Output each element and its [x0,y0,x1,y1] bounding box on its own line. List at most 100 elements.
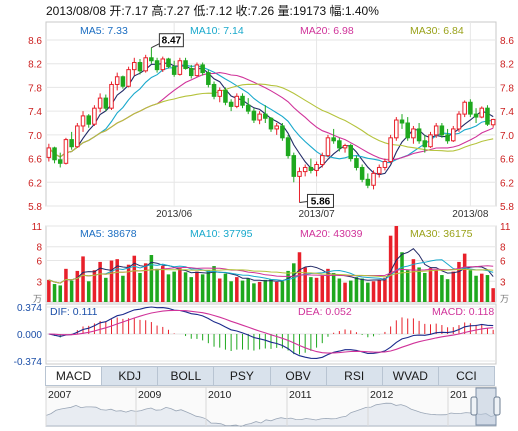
candle [365,173,371,189]
candle-body [342,145,348,149]
candle-body [445,134,450,142]
price-panel: 8.6 8.6 8.2 8.2 7.8 7.8 7.4 7.4 7.0 7.0 6.6 6.6 6.2 6… [28,21,514,220]
quote-summary: 2013/08/08 开:7.17 高:7.27 低:7.12 收:7.26 量… [46,3,379,18]
price-legend-item: MA30: 6.84 [410,25,464,37]
navigator-right-handle[interactable] [493,396,501,416]
navigator-panel[interactable]: 2007 2009 2010 2011 2012 201 [45,386,501,427]
candle-body [348,145,354,160]
navigator-year-label: 2011 [289,389,312,401]
candle [245,98,251,115]
candle [411,125,416,144]
candle-body [240,95,245,106]
candle-body [257,113,262,121]
candle [263,105,268,123]
volume-bar [109,260,114,302]
candle-body [394,119,399,139]
candle-body [468,101,473,115]
candle-body [206,72,211,85]
indicator-tabs: MACD KDJ BOLL PSY OBV RSI WVAD CCI [45,366,495,386]
x-tick-label: 2013/06 [156,209,193,220]
price-tick-left: 7.0 [28,131,42,142]
volume-bar [309,277,313,302]
candle [63,137,69,165]
price-tick-left: 8.6 [28,36,42,47]
volume-bar [92,270,97,302]
price-tick-right: 7.8 [500,83,514,94]
volume-bar [161,266,165,302]
ma10-line [48,64,494,164]
volume-bar [479,273,484,302]
candle-body [371,172,376,186]
candle-body [120,76,126,87]
candle [228,99,234,112]
price-tick-right: 8.6 [500,36,514,47]
candle-body [399,119,405,124]
candle-body [291,155,297,177]
price-tick-left: 8.2 [28,60,42,71]
volume-tick-right: 8 [500,243,506,254]
candle-body [439,125,445,136]
volume-legend-item: MA5: 38678 [80,228,137,240]
candle [75,123,80,148]
navigator-left-handle[interactable] [470,396,478,416]
low-label: 5.86 [311,196,331,207]
candle [371,170,376,190]
volume-bar [445,279,450,302]
candle [308,158,314,174]
tab-kdj[interactable]: KDJ [102,367,159,385]
candle-body [52,147,57,161]
candle-body [325,137,331,157]
tab-obv[interactable]: OBV [271,367,327,385]
price-legend-item: MA20: 6.98 [300,25,354,37]
volume-bar [326,268,330,302]
tab-rsi[interactable]: RSI [327,367,383,385]
price-legend-item: MA5: 7.33 [80,25,128,37]
candle [405,117,410,141]
tab-wvad[interactable]: WVAD [383,367,439,385]
dif-label: DIF: 0.111 [50,306,98,318]
x-tick-label: 2013/08 [452,209,489,220]
dif-line [48,306,494,359]
volume-bar [280,281,285,302]
candle [86,114,91,128]
navigator-selection [475,387,497,426]
macd-tick: 0.374 [17,303,42,314]
candle [331,128,336,144]
volume-bar [52,284,57,302]
navigator-area [45,402,497,427]
volume-bar [200,274,205,302]
candle-body [354,158,359,168]
price-tick-right: 8.2 [500,60,514,71]
price-tick-right: 6.6 [500,155,514,166]
candle-body [154,60,160,71]
volume-tick-right: 3 [500,277,506,288]
tab-psy[interactable]: PSY [214,367,271,385]
candle-body [217,89,222,97]
high-label: 8.47 [162,36,182,47]
candle-body [337,140,342,149]
volume-tick-right: 6 [500,257,506,268]
candle-body [263,113,268,119]
candle-body [285,137,291,157]
volume-bar [263,279,268,302]
volume-bar [257,281,262,302]
header: 2013/08/08 开:7.17 高:7.27 低:7.12 收:7.26 量… [46,3,379,18]
candle-body [166,58,171,68]
candle [154,57,160,73]
macd-tick: -0.374 [14,357,43,368]
navigator-year-label: 2010 [208,389,232,401]
tab-boll[interactable]: BOLL [158,367,215,385]
volume-bar [81,256,85,302]
tab-macd[interactable]: MACD [46,367,103,385]
candle-body [177,60,183,75]
volume-ma5-line [48,248,494,284]
dea-line [48,309,494,354]
tab-cci[interactable]: CCI [456,369,477,383]
candle-body [126,69,131,87]
candle [217,87,222,103]
candle-body [234,95,240,107]
candle [456,111,462,132]
candle [416,123,422,144]
candle [46,143,52,162]
candle-body [320,155,325,166]
